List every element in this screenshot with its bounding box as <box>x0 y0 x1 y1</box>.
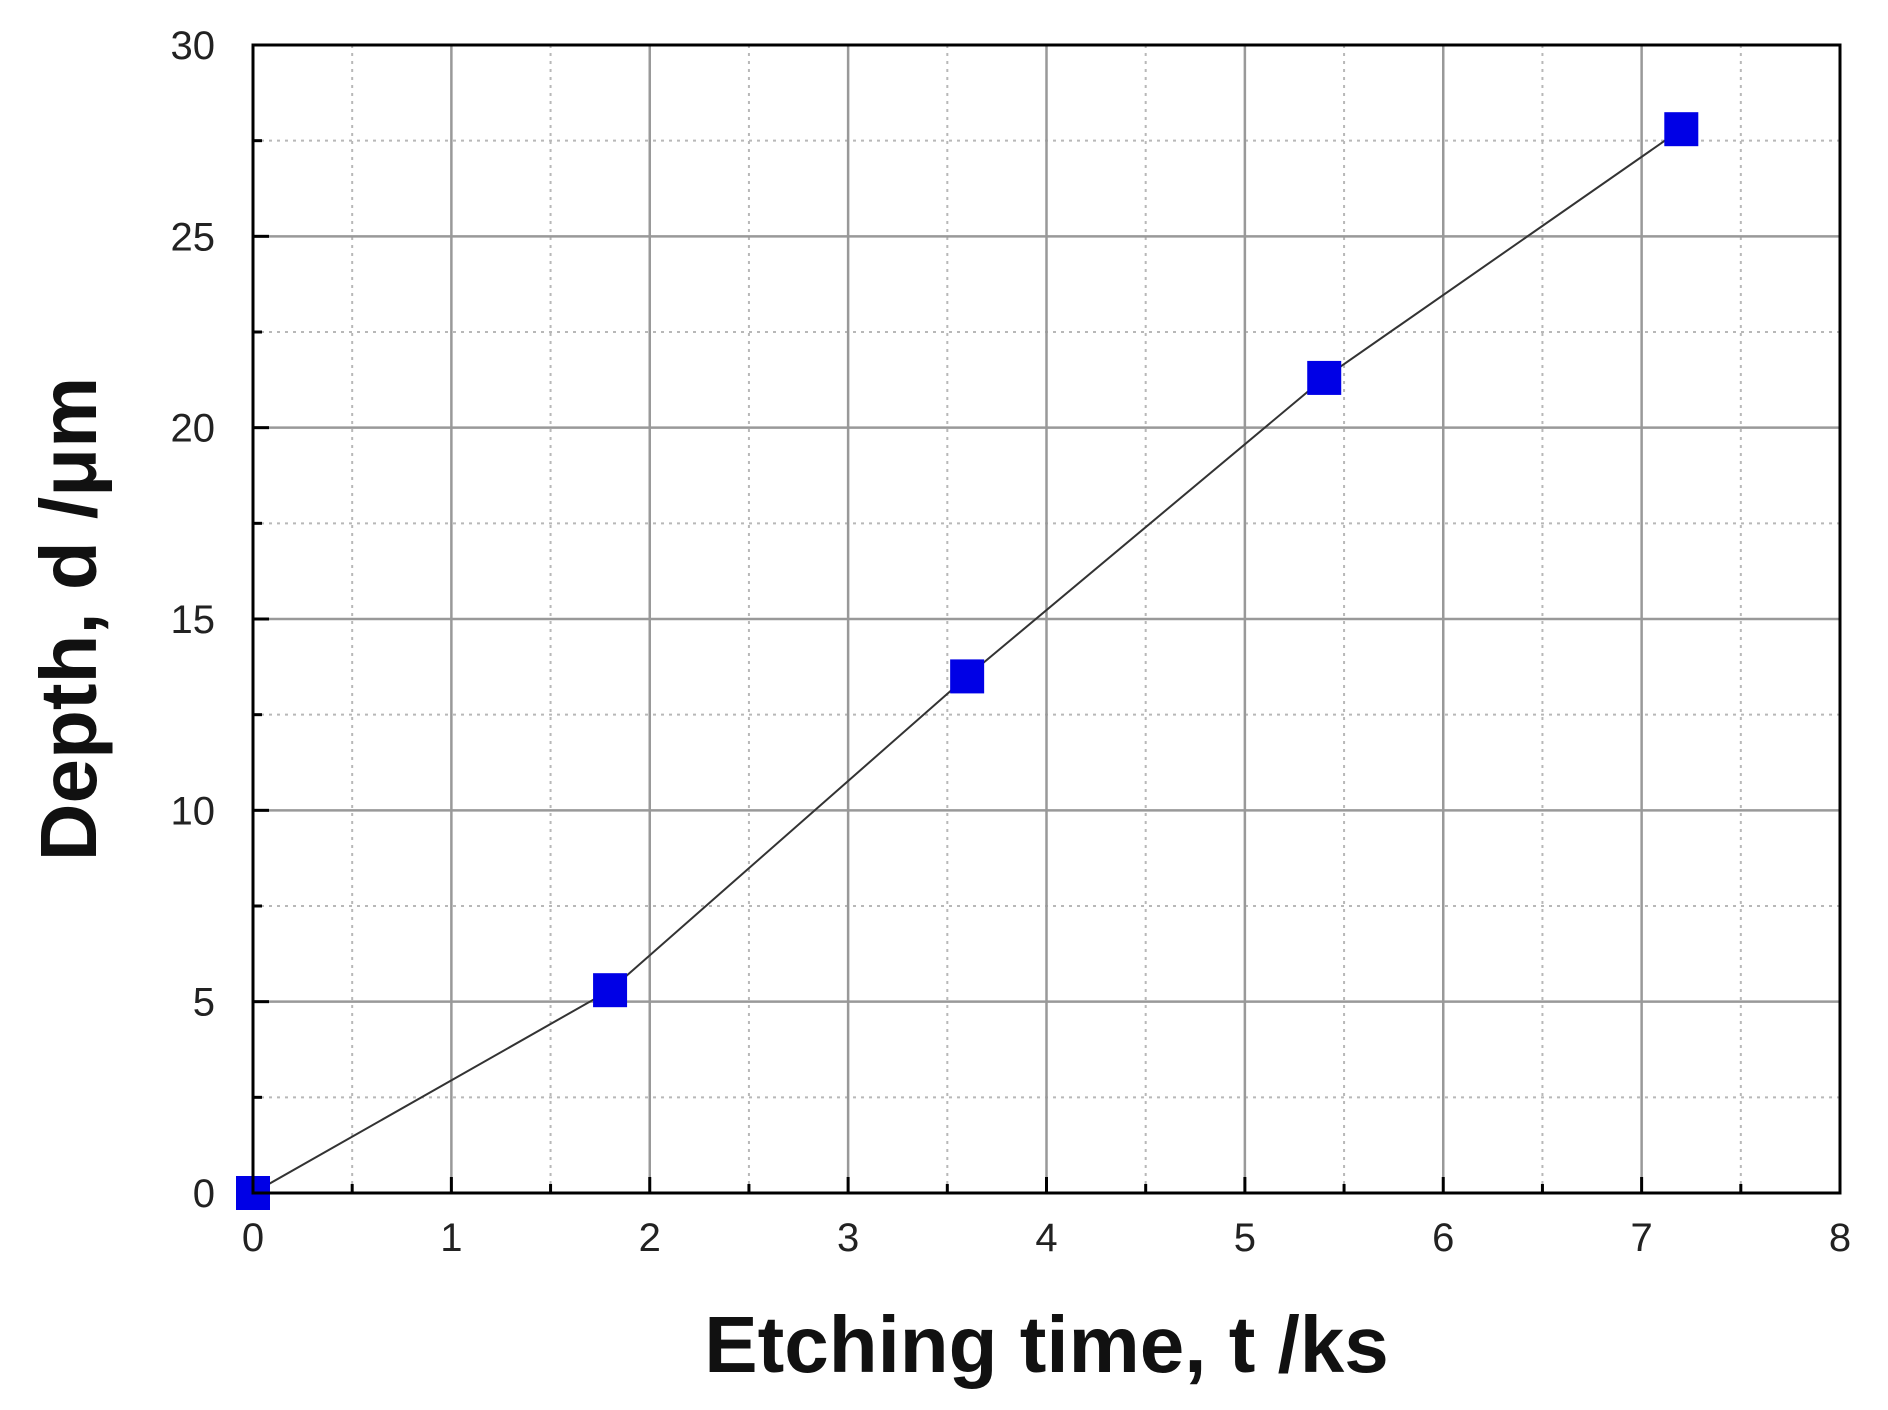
y-tick-label: 20 <box>171 407 216 451</box>
grid-major <box>253 45 1840 1193</box>
y-tick-label: 15 <box>171 598 216 642</box>
data-point-marker <box>950 659 985 694</box>
y-tick-label: 10 <box>171 789 216 833</box>
data-point-marker <box>1307 360 1342 395</box>
data-point-marker <box>1664 112 1699 147</box>
x-tick-label: 8 <box>1829 1216 1851 1260</box>
tick-labels: 0 1 2 3 4 5 6 7 8 0 5 10 15 20 25 30 <box>171 24 1852 1260</box>
series-layer <box>236 112 1699 1210</box>
y-tick-label: 5 <box>193 981 215 1025</box>
plot-frame <box>251 43 1842 1195</box>
x-tick-label: 6 <box>1432 1216 1454 1260</box>
x-axis-title: Etching time, t /ks <box>704 1300 1389 1389</box>
x-tick-label: 7 <box>1631 1216 1653 1260</box>
y-tick-label: 25 <box>171 215 216 259</box>
y-tick-label: 0 <box>193 1172 215 1216</box>
x-tick-label: 3 <box>837 1216 859 1260</box>
y-axis-title: Depth, d /μm <box>24 377 113 862</box>
x-tick-label: 1 <box>440 1216 462 1260</box>
x-tick-label: 4 <box>1035 1216 1057 1260</box>
data-point-marker <box>593 973 628 1008</box>
x-tick-label: 2 <box>639 1216 661 1260</box>
x-tick-label: 0 <box>242 1216 264 1260</box>
y-tick-label: 30 <box>171 24 216 68</box>
x-tick-label: 5 <box>1234 1216 1256 1260</box>
